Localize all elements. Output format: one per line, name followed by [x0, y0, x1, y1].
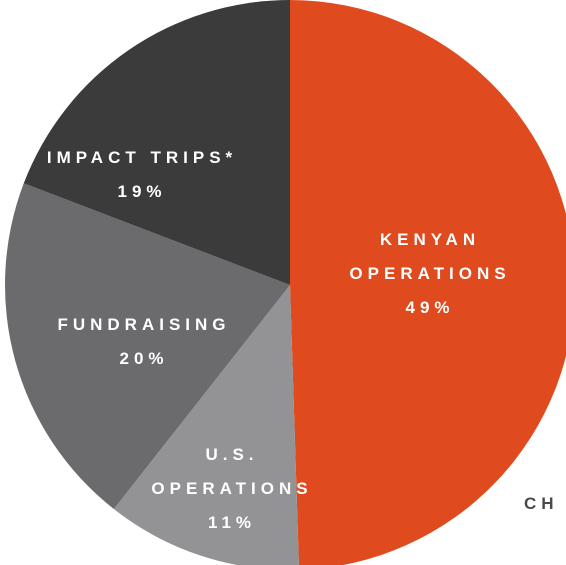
slice-label: FUNDRAISING 20% [0, 308, 294, 376]
slice-label: U.S. OPERATIONS 11% [132, 438, 332, 540]
slice-label: IMPACT TRIPS* 19% [0, 141, 292, 209]
slice-label: KENYAN OPERATIONS 49% [330, 223, 530, 325]
category-label: FUNDRAISING [57, 315, 231, 334]
category-label: IMPACT TRIPS* [46, 148, 238, 167]
pie-slice [290, 0, 566, 565]
pie-slice [113, 285, 299, 565]
category-label: KENYAN OPERATIONS [349, 230, 511, 283]
value-label: 20% [119, 349, 169, 368]
category-label: U.S. OPERATIONS [151, 445, 313, 498]
value-label: 11% [207, 513, 257, 532]
value-label: 49% [405, 298, 455, 317]
pie-slice [4, 183, 290, 510]
pie-slice [23, 0, 291, 285]
annotation: CH [524, 494, 559, 513]
value-label: 19% [117, 182, 167, 201]
